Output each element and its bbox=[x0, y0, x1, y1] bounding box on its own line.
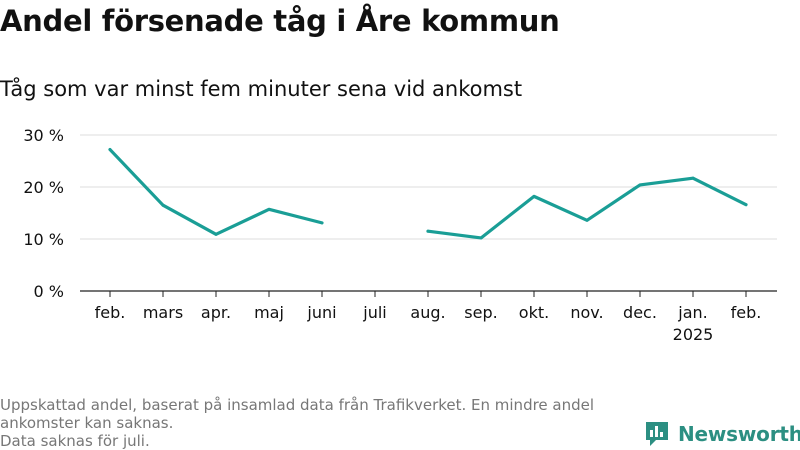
footnote-missing-data: Data saknas för juli. bbox=[0, 432, 150, 450]
x-tick-label: nov. bbox=[570, 303, 603, 322]
brand-logo: Newsworthy bbox=[644, 420, 800, 448]
y-tick-label: 20 % bbox=[23, 178, 64, 197]
chart-subtitle: Tåg som var minst fem minuter sena vid a… bbox=[0, 77, 523, 101]
data-point bbox=[320, 221, 324, 225]
x-tick-label: juli bbox=[362, 303, 386, 322]
data-point bbox=[108, 148, 112, 151]
series-line bbox=[108, 147, 324, 236]
x-tick-label: maj bbox=[254, 303, 284, 322]
y-tick-label: 0 % bbox=[34, 282, 64, 301]
x-tick-label: feb. bbox=[731, 303, 762, 322]
data-point bbox=[214, 232, 218, 236]
x-tick-label: jan. bbox=[677, 303, 707, 322]
x-tick-label: juni bbox=[306, 303, 336, 322]
x-tick-year-label: 2025 bbox=[673, 325, 714, 344]
y-tick-label: 10 % bbox=[23, 230, 64, 249]
footnote-source: Uppskattad andel, baserat på insamlad da… bbox=[0, 396, 599, 432]
data-point bbox=[161, 203, 165, 207]
data-point bbox=[267, 207, 271, 211]
x-tick-label: apr. bbox=[201, 303, 231, 322]
data-point bbox=[744, 203, 748, 207]
x-tick-label: sep. bbox=[464, 303, 497, 322]
data-point bbox=[638, 183, 642, 187]
x-tick-label: dec. bbox=[623, 303, 657, 322]
data-point bbox=[691, 176, 695, 180]
x-tick-label: mars bbox=[143, 303, 183, 322]
data-point bbox=[585, 218, 589, 222]
x-tick-label: aug. bbox=[410, 303, 445, 322]
data-point bbox=[426, 229, 430, 233]
y-tick-label: 30 % bbox=[23, 126, 64, 145]
brand-name: Newsworthy bbox=[678, 422, 800, 446]
footnote: Uppskattad andel, baserat på insamlad da… bbox=[0, 396, 640, 450]
x-tick-label: feb. bbox=[95, 303, 126, 322]
newsworthy-logo-icon bbox=[646, 422, 668, 446]
data-point bbox=[532, 194, 536, 198]
x-tick-label: okt. bbox=[519, 303, 549, 322]
data-point bbox=[479, 236, 483, 240]
chart-title: Andel försenade tåg i Åre kommun bbox=[0, 4, 560, 38]
